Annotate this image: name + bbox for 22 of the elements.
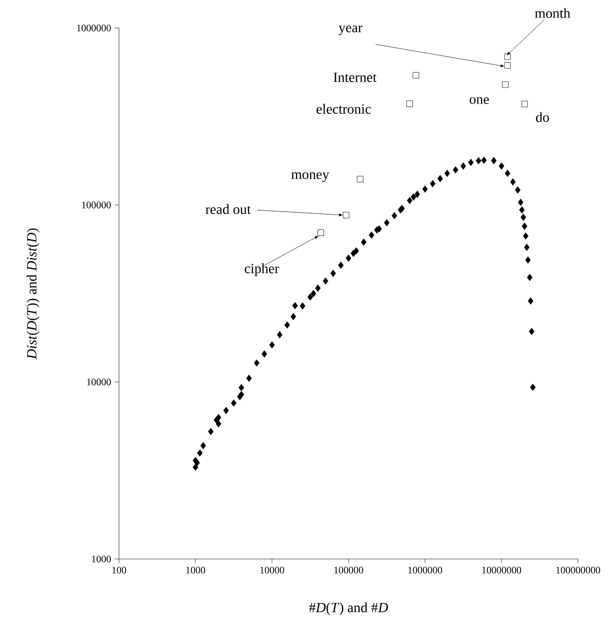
x-tick-label: 100000 [334,566,364,574]
annotation: year [338,26,362,36]
x-tick-label: 10000000 [482,566,522,574]
y-tick-label: 10000 [87,378,111,386]
x-tick-label: 100000000 [556,566,600,574]
annotation: cipher [244,263,280,276]
y-tick-label: 1000 [92,556,111,562]
annotation: one [470,97,489,104]
annotation: money [291,172,330,182]
x-tick-label: 1000000 [408,566,442,574]
text: Dist(D(T)) and Dist(D) [26,228,40,360]
x-tick-label: 1000 [186,566,206,574]
y-tick-label: 1000000 [77,24,111,32]
x-axis-title: #D(T) and #D [309,602,388,616]
annotation: Internet [334,72,377,82]
annotation: do [536,112,549,122]
annotation: read out [206,204,251,214]
x-tick-label: 100 [112,566,126,574]
annotation: electronic [316,104,371,114]
annotation: month [534,8,570,18]
y-tick-label: 100000 [82,202,111,208]
x-tick-label: 10000 [260,566,284,574]
